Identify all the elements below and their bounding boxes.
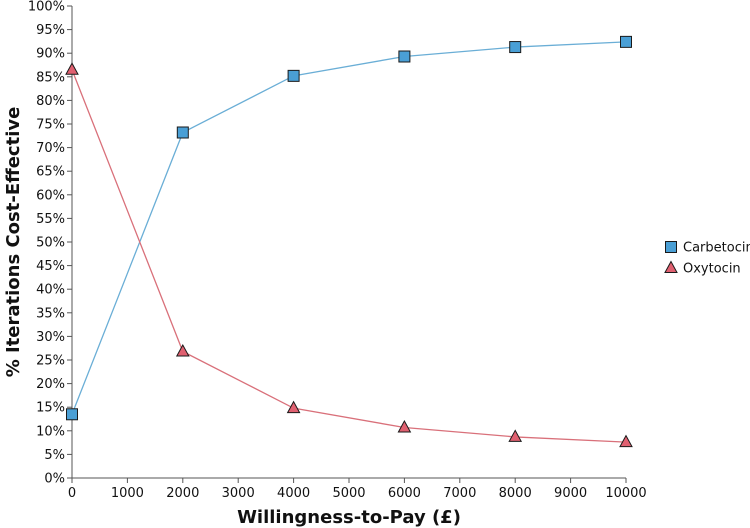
x-tick-label: 7000 (443, 486, 476, 501)
y-tick-label: 15% (36, 401, 65, 416)
oxytocin-point (286, 400, 301, 414)
oxytocin-point (508, 429, 523, 442)
x-axis-title: Willingness-to-Pay (£) (237, 507, 461, 528)
y-tick-label: 95% (36, 23, 65, 38)
carbetocin-point (66, 408, 78, 421)
y-tick-label: 55% (36, 212, 65, 227)
carbetocin-line (71, 41, 627, 415)
y-tick-label: 25% (36, 354, 65, 369)
y-tick-label: 35% (36, 306, 65, 321)
oxytocin-point (397, 419, 412, 433)
x-tick-label: 1000 (111, 486, 144, 501)
x-tick-label: 3000 (222, 486, 255, 501)
oxytocin-point (175, 343, 190, 357)
y-tick-label: 80% (36, 94, 65, 109)
carbetocin-point (398, 50, 411, 63)
y-tick-label: 75% (36, 118, 65, 133)
y-tick-label: 65% (36, 165, 65, 180)
series-markers (65, 35, 633, 448)
y-tick-label: 30% (36, 330, 65, 345)
y-tick-label: 40% (36, 283, 65, 298)
y-tick-label: 0% (44, 472, 65, 487)
carbetocin-point (509, 41, 522, 54)
legend: Carbetocin Oxytocin (664, 241, 750, 277)
y-tick-label: 50% (36, 236, 65, 251)
axes: 0% 5% 10% 15% 20% 25% 30% 35% 40% 45% 50% 55% 60% 65%… (28, 0, 647, 501)
legend-oxytocin-label: Oxytocin (683, 262, 741, 277)
y-tick-label: 60% (36, 188, 65, 203)
y-tick-label: 90% (36, 47, 65, 62)
x-tick-label: 0 (68, 486, 76, 501)
carbetocin-point (620, 35, 632, 48)
carbetocin-point (287, 69, 300, 82)
legend-oxytocin-marker (664, 260, 678, 273)
y-tick-label: 10% (36, 424, 65, 439)
legend-carbetocin-marker (665, 241, 677, 253)
series-lines (71, 41, 627, 443)
x-tick-label: 6000 (388, 486, 421, 501)
y-tick-label: 100% (28, 0, 65, 15)
carbetocin-point (176, 126, 189, 139)
y-tick-label: 45% (36, 259, 65, 274)
oxytocin-line (71, 69, 627, 443)
x-tick-label: 4000 (277, 486, 310, 501)
y-tick-label: 5% (44, 448, 65, 463)
x-tick-label: 2000 (166, 486, 199, 501)
y-tick-label: 20% (36, 377, 65, 392)
x-tick-label: 8000 (499, 486, 532, 501)
legend-carbetocin-label: Carbetocin (683, 241, 750, 256)
oxytocin-point (65, 62, 79, 75)
y-axis-title: % Iterations Cost-Effective (3, 107, 24, 378)
x-tick-label: 5000 (332, 486, 365, 501)
oxytocin-point (619, 434, 633, 448)
y-tick-label: 70% (36, 141, 65, 156)
x-tick-label: 10000 (605, 486, 646, 501)
y-tick-label: 85% (36, 70, 65, 85)
x-tick-label: 9000 (554, 486, 587, 501)
